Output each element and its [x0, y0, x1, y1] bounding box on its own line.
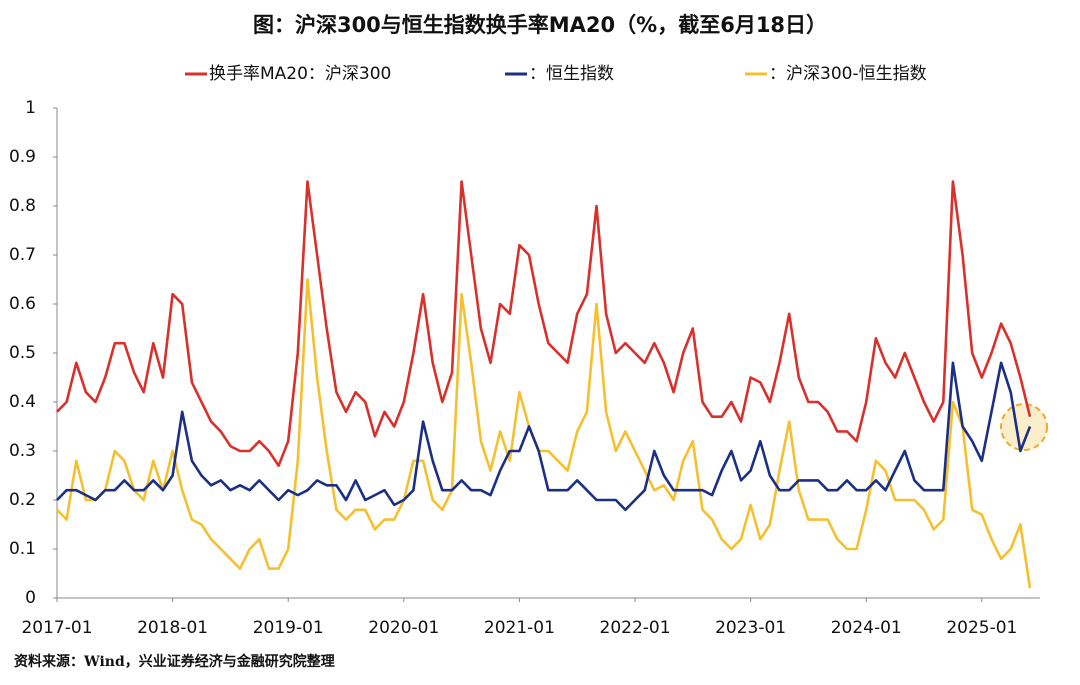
y-tick-label: 0.9 [9, 147, 36, 167]
x-tick-label: 2022-01 [600, 618, 671, 638]
x-tick-label: 2018-01 [137, 618, 208, 638]
x-tick-label: 2021-01 [484, 618, 555, 638]
series-line [56, 278, 1032, 589]
x-tick-label: 2017-01 [21, 618, 92, 638]
source-note: 资料来源：Wind，兴业证券经济与金融研究院整理 [14, 653, 335, 670]
x-tick-label: 2020-01 [368, 618, 439, 638]
y-tick-label: 0.6 [9, 294, 36, 314]
x-tick-label: 2019-01 [253, 618, 324, 638]
y-tick-label: 0.8 [9, 196, 36, 216]
highlight-circle [1000, 403, 1048, 451]
x-tick-label: 2023-01 [715, 618, 786, 638]
y-tick-label: 0.7 [9, 245, 36, 265]
y-tick-label: 0.2 [9, 490, 36, 510]
x-tick-label: 2025-01 [946, 618, 1017, 638]
chart-title: 图：沪深300与恒生指数换手率MA20（%，截至6月18日） [253, 13, 827, 37]
y-tick-label: 0.3 [9, 441, 36, 461]
series-line [56, 180, 1032, 467]
y-tick-label: 1 [25, 98, 36, 118]
legend-label: 换手率MA20：沪深300 [209, 64, 391, 84]
series-line [56, 361, 1032, 512]
y-tick-label: 0.1 [9, 539, 36, 559]
legend-label: ：恒生指数 [529, 64, 614, 84]
x-tick-label: 2024-01 [831, 618, 902, 638]
y-tick-label: 0 [25, 588, 36, 608]
y-tick-label: 0.5 [9, 343, 36, 363]
legend-label: ：沪深300-恒生指数 [769, 64, 927, 84]
y-tick-label: 0.4 [9, 392, 36, 412]
